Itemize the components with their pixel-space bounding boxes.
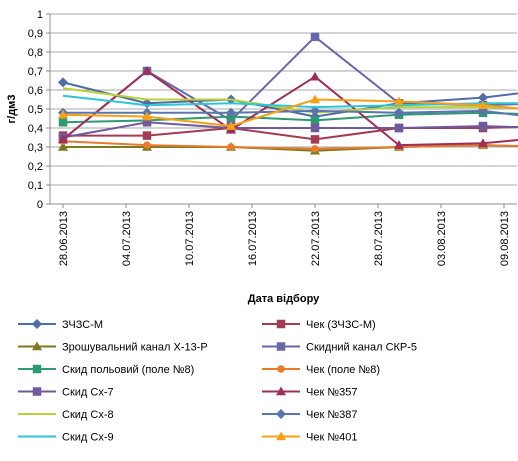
circle-marker: [227, 143, 235, 151]
triangle-marker: [58, 142, 68, 151]
legend-label: Чек №401: [306, 432, 357, 444]
square-marker: [310, 116, 320, 125]
triangle-marker: [310, 94, 320, 104]
square-marker: [142, 131, 152, 140]
y-tick-label: 0,5: [28, 104, 43, 116]
square-marker: [58, 118, 68, 127]
diamond-marker: [310, 105, 320, 116]
y-axis-title: г/дм3: [6, 95, 18, 124]
square-marker: [142, 118, 152, 127]
y-tick-label: 0,2: [28, 161, 43, 173]
square-marker: [478, 121, 488, 131]
legend-item: Скид Сх-8: [18, 409, 114, 421]
square-marker: [310, 123, 320, 133]
square-marker: [310, 135, 320, 144]
x-tick-label: 09.08.2013: [499, 211, 511, 266]
y-tick-label: 0,9: [28, 28, 43, 40]
diamond-marker: [276, 409, 286, 419]
series-line: [62, 111, 518, 124]
legend-label: Скид Сх-9: [62, 432, 114, 444]
legend-label: Скид Сх-7: [62, 387, 114, 399]
series-8: [58, 66, 518, 149]
series-line: [63, 109, 518, 117]
legend-label: Скидний канал СКР-5: [306, 342, 417, 354]
x-tick-label: 16.07.2013: [247, 211, 259, 266]
y-tick-label: 0,6: [28, 85, 43, 97]
y-tick-label: 1: [37, 9, 43, 21]
square-marker: [394, 123, 404, 133]
y-tick-label: 0,1: [28, 180, 43, 192]
legend: ЗЧЗС-М Чек (ЗЧЗС-М) Зрошувальний канал Х-1…: [18, 319, 417, 444]
y-tick-label: 0,7: [28, 66, 43, 78]
square-marker: [310, 32, 320, 42]
circle-marker: [143, 141, 151, 149]
x-tick-label: 22.07.2013: [310, 211, 322, 266]
x-tick-label: 03.08.2013: [436, 211, 448, 266]
diamond-marker: [58, 77, 68, 88]
legend-label: Чек (ЗЧЗС-М): [306, 319, 376, 331]
triangle-marker: [142, 111, 152, 121]
legend-item: Чек №357: [262, 386, 357, 399]
x-axis-ticks: 28.06.2013 04.07.2013 10.07.2013 16.07.2013…: [58, 204, 511, 266]
y-tick-label: 0,8: [28, 47, 43, 59]
legend-label: ЗЧЗС-М: [62, 319, 103, 331]
diamond-marker: [478, 92, 488, 103]
series-1: [58, 77, 518, 122]
diamond-marker: [32, 319, 42, 329]
triangle-marker: [142, 66, 152, 75]
diamond-marker: [226, 107, 236, 118]
legend-item: Скид Сх-9: [18, 432, 114, 444]
legend-label: Чек №357: [306, 387, 357, 399]
y-tick-label: 0,4: [28, 123, 43, 135]
legend-item: Зрошувальний канал Х-13-Р: [18, 341, 208, 354]
legend-item: Чек (ЗЧЗС-М): [262, 319, 376, 331]
circle-marker: [311, 145, 319, 153]
triangle-marker: [478, 138, 488, 147]
x-tick-label: 28.06.2013: [58, 211, 70, 266]
triangle-marker: [276, 386, 286, 396]
square-marker: [32, 387, 42, 396]
triangle-marker: [58, 109, 68, 119]
square-marker: [32, 364, 42, 374]
legend-label: Чек (поле №8): [306, 364, 380, 376]
legend-item: ЗЧЗС-М: [18, 319, 103, 331]
x-tick-label: 28.07.2013: [373, 211, 385, 266]
legend-item: Чек №387: [262, 409, 357, 421]
legend-label: Зрошувальний канал Х-13-Р: [62, 342, 208, 354]
triangle-marker: [310, 71, 320, 81]
series-12: [58, 94, 518, 130]
series-lines: [58, 32, 518, 155]
x-tick-label: 10.07.2013: [184, 211, 196, 266]
legend-item: Скид Сх-7: [18, 387, 114, 399]
y-axis-ticks: 0 0,1 0,2 0,3 0,4 0,5 0,6 0,7 0,8 0,9 1: [28, 9, 50, 211]
legend-label: Скид польовий (поле №8): [62, 364, 194, 376]
legend-label: Скид Сх-8: [62, 409, 114, 421]
triangle-marker: [58, 134, 68, 144]
x-tick-label: 04.07.2013: [121, 211, 133, 266]
triangle-marker: [478, 100, 488, 109]
square-marker: [276, 342, 286, 351]
y-tick-label: 0: [37, 199, 43, 211]
triangle-marker: [32, 341, 42, 351]
legend-item: Чек №401: [262, 431, 357, 444]
x-axis-title: Дата відбору: [248, 293, 320, 305]
triangle-marker: [276, 431, 286, 441]
triangle-marker: [226, 121, 236, 130]
diamond-marker: [394, 107, 404, 118]
y-tick-label: 0,3: [28, 142, 43, 154]
triangle-marker: [394, 96, 404, 106]
legend-item: Чек (поле №8): [262, 364, 380, 376]
circle-marker: [277, 365, 285, 373]
triangle-marker: [394, 140, 404, 149]
legend-item: Скид польовий (поле №8): [18, 364, 194, 376]
square-marker: [276, 319, 286, 329]
legend-item: Скидний канал СКР-5: [262, 342, 417, 354]
legend-label: Чек №387: [306, 409, 357, 421]
